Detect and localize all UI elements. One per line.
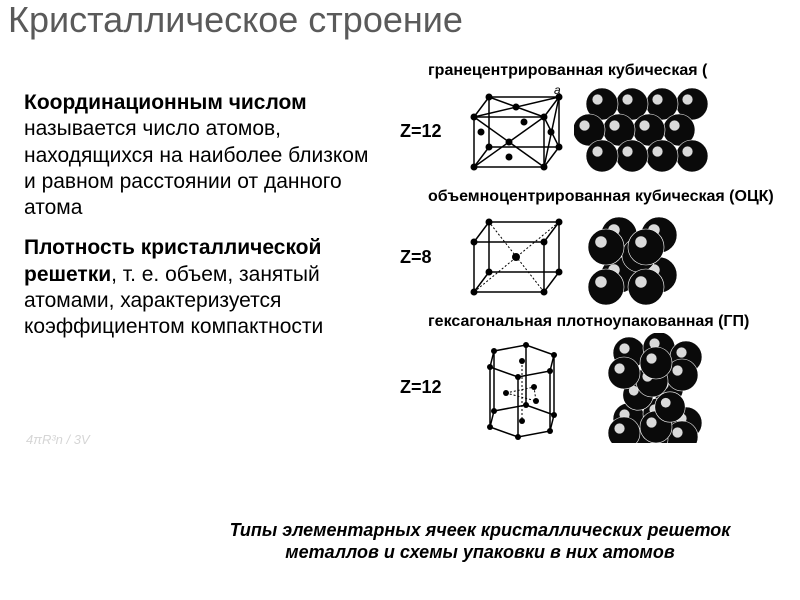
bcc-wireframe [454,207,574,307]
definition-packing-density: Плотность кристаллической решетки, т. е.… [24,235,384,340]
bcc-label: объемноцентрированная кубическая (ОЦК) [428,188,800,206]
fcc-wireframe: a [454,82,574,182]
term-bold: Координационным числом [24,91,307,114]
figure-caption: Типы элементарных ячеек кристаллических … [200,520,760,563]
right-column: гранецентрированная кубическая ( Z=12 [400,62,800,449]
hcp-label: гексагональная плотноупакованная (ГП) [428,313,800,331]
hcp-row: Z=12 [400,333,800,443]
fcc-label: гранецентрированная кубическая ( [428,62,800,80]
hcp-z: Z=12 [400,377,454,398]
bcc-packing [574,207,724,307]
hcp-packing [574,333,724,443]
page-title: Кристаллическое строение [8,0,463,40]
fcc-packing [574,82,724,182]
partial-formula-overlay: 4πR³n / 3V [26,432,90,447]
left-column: Координационным числом называется число … [24,90,384,340]
definition-coordination-number: Координационным числом называется число … [24,90,384,221]
hcp-wireframe [454,333,574,443]
fcc-row: Z=12 [400,82,800,182]
bcc-z: Z=8 [400,247,454,268]
svg-text:a: a [554,83,561,97]
term-rest: называется число атомов, находящихся на … [24,117,368,219]
fcc-z: Z=12 [400,121,454,142]
bcc-row: Z=8 [400,207,800,307]
